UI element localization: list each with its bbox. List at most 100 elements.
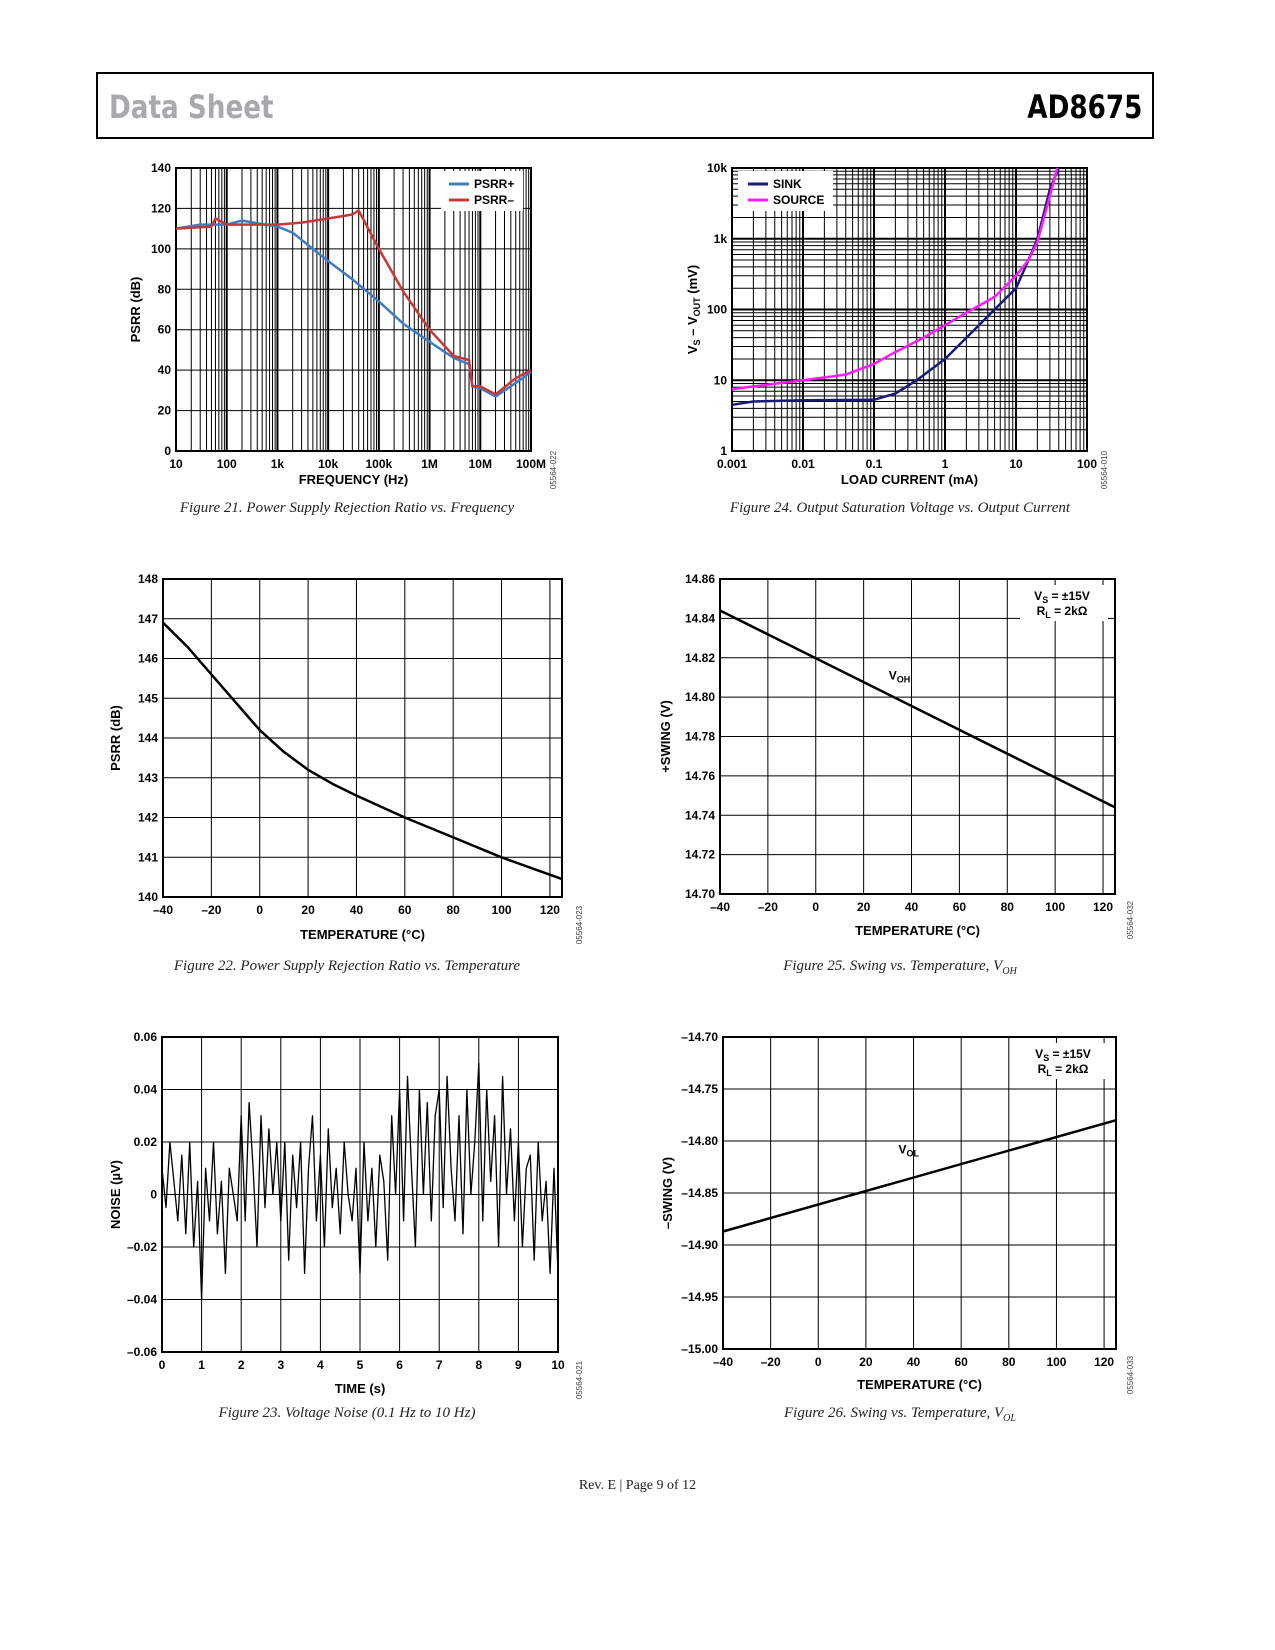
y-axis-label-part: NOISE (µV) xyxy=(108,1160,123,1229)
curve-label: VOL xyxy=(899,1142,920,1158)
y-tick-label: 141 xyxy=(138,850,158,864)
plot-frame xyxy=(175,167,532,452)
x-axis-label: TEMPERATURE (°C) xyxy=(300,927,425,942)
chart-5: 0 1 2 3 4 5 6 7 8 9 10 –0.06 –0.04 –0.02 0 0.02 0.04 0.06… xyxy=(108,1030,584,1399)
y-tick-label: 14.80 xyxy=(685,690,715,704)
figure-code: 05564-010 xyxy=(1100,450,1109,489)
y-tick-label: 0.06 xyxy=(134,1030,158,1044)
y-tick-label: 0.04 xyxy=(134,1083,158,1097)
y-tick-label: 120 xyxy=(151,201,171,215)
x-tick-label: 40 xyxy=(905,900,919,914)
y-axis-label-part: (mV) xyxy=(685,265,700,298)
y-tick-label: 20 xyxy=(158,404,172,418)
series-line-psrr xyxy=(162,621,563,881)
x-tick-label: –40 xyxy=(710,900,730,914)
chart-1: 10 100 1k 10k 100k 1M 10M 100M 0 20 40 60 80 100 120 14… xyxy=(128,161,558,489)
x-tick-label: 10k xyxy=(318,457,338,471)
y-tick-label: –0.06 xyxy=(127,1345,157,1359)
x-tick-label: 60 xyxy=(398,903,412,917)
condition-annotation: VS = ±15V xyxy=(1034,589,1090,605)
y-tick-label: –14.95 xyxy=(681,1290,718,1304)
y-tick-label: 146 xyxy=(138,652,158,666)
series-line-psrr- xyxy=(175,209,532,396)
x-tick-label: 40 xyxy=(350,903,364,917)
x-tick-label: 1M xyxy=(421,457,438,471)
x-tick-label: 4 xyxy=(317,1358,324,1372)
x-tick-label: 1k xyxy=(271,457,285,471)
x-tick-label: 1 xyxy=(198,1358,205,1372)
y-tick-label: 10 xyxy=(714,373,728,387)
y-tick-label: 80 xyxy=(158,282,172,296)
x-tick-label: 60 xyxy=(955,1355,969,1369)
series-line-vol xyxy=(722,1118,1117,1233)
y-tick-label: 0 xyxy=(164,444,171,458)
y-tick-label: 1 xyxy=(720,444,727,458)
series-line-source xyxy=(731,167,1059,391)
figure-code: 05564-033 xyxy=(1126,1355,1135,1394)
y-tick-label: 145 xyxy=(138,691,158,705)
y-axis-label: +SWING (V) xyxy=(658,700,673,773)
x-tick-label: –40 xyxy=(153,903,173,917)
y-tick-label: –14.75 xyxy=(681,1082,718,1096)
x-tick-label: 3 xyxy=(277,1358,284,1372)
x-tick-label: 100 xyxy=(1077,457,1097,471)
x-tick-label: 7 xyxy=(436,1358,443,1372)
x-tick-label: 0 xyxy=(815,1355,822,1369)
grid xyxy=(722,1036,1116,1350)
y-axis-label-part: – V xyxy=(685,316,700,339)
y-axis-label: PSRR (dB) xyxy=(108,705,123,771)
plot-frame xyxy=(161,1036,559,1353)
y-tick-label: 14.84 xyxy=(685,611,715,625)
x-tick-label: 10 xyxy=(551,1358,565,1372)
x-tick-label: 120 xyxy=(540,903,560,917)
x-tick-label: 20 xyxy=(859,1355,873,1369)
y-tick-label: 14.72 xyxy=(685,848,715,862)
y-tick-label: 142 xyxy=(138,811,158,825)
x-axis-label: FREQUENCY (Hz) xyxy=(299,472,409,487)
y-tick-label: 140 xyxy=(138,890,158,904)
series-line-noise xyxy=(161,1062,559,1301)
x-tick-label: 100 xyxy=(492,903,512,917)
series-line-voh xyxy=(719,609,1116,809)
x-axis-label: TEMPERATURE (°C) xyxy=(857,1377,982,1392)
x-tick-label: 100 xyxy=(1046,1355,1066,1369)
x-tick-label: 0 xyxy=(256,903,263,917)
x-tick-label: 100M xyxy=(516,457,546,471)
curve-label: VOH xyxy=(889,668,911,684)
legend-background xyxy=(441,171,523,211)
figure-22-caption: Figure 22. Power Supply Rejection Ratio … xyxy=(173,958,521,974)
x-axis-label: TIME (s) xyxy=(335,1381,386,1396)
y-tick-label: 0 xyxy=(150,1188,157,1202)
x-tick-label: 0 xyxy=(812,900,819,914)
y-tick-label: 60 xyxy=(158,323,172,337)
legend-label: PSRR+ xyxy=(474,177,514,191)
grid xyxy=(175,167,532,452)
y-axis-label-part: PSRR (dB) xyxy=(128,277,143,343)
legend-label: SOURCE xyxy=(773,193,824,207)
y-axis-label: NOISE (µV) xyxy=(108,1160,123,1229)
x-tick-label: 120 xyxy=(1094,1355,1114,1369)
x-tick-label: 60 xyxy=(953,900,967,914)
x-tick-label: 8 xyxy=(475,1358,482,1372)
grid xyxy=(719,578,1115,895)
y-tick-label: 100 xyxy=(151,242,171,256)
y-tick-label: 14.70 xyxy=(685,887,715,901)
x-axis-label: TEMPERATURE (°C) xyxy=(855,923,980,938)
y-tick-label: 100 xyxy=(707,303,727,317)
y-tick-label: –14.70 xyxy=(681,1030,718,1044)
x-tick-label: 0.01 xyxy=(791,457,815,471)
x-tick-label: 9 xyxy=(515,1358,522,1372)
plot-frame xyxy=(722,1036,1117,1350)
x-tick-label: 10M xyxy=(469,457,492,471)
x-tick-label: 100 xyxy=(1045,900,1065,914)
x-tick-label: 80 xyxy=(1002,1355,1016,1369)
x-tick-label: 40 xyxy=(907,1355,921,1369)
y-tick-label: 1k xyxy=(714,232,728,246)
y-axis-label-part: OUT xyxy=(692,297,702,317)
y-tick-label: 14.82 xyxy=(685,651,715,665)
page-footer: Rev. E | Page 9 of 12 xyxy=(578,1478,697,1493)
chart-6: –40 –20 0 20 40 60 80 100 120–15.00–14.95–14.90–… xyxy=(660,1030,1135,1394)
y-tick-label: 143 xyxy=(138,771,158,785)
figure-code: 05564-023 xyxy=(575,905,584,944)
